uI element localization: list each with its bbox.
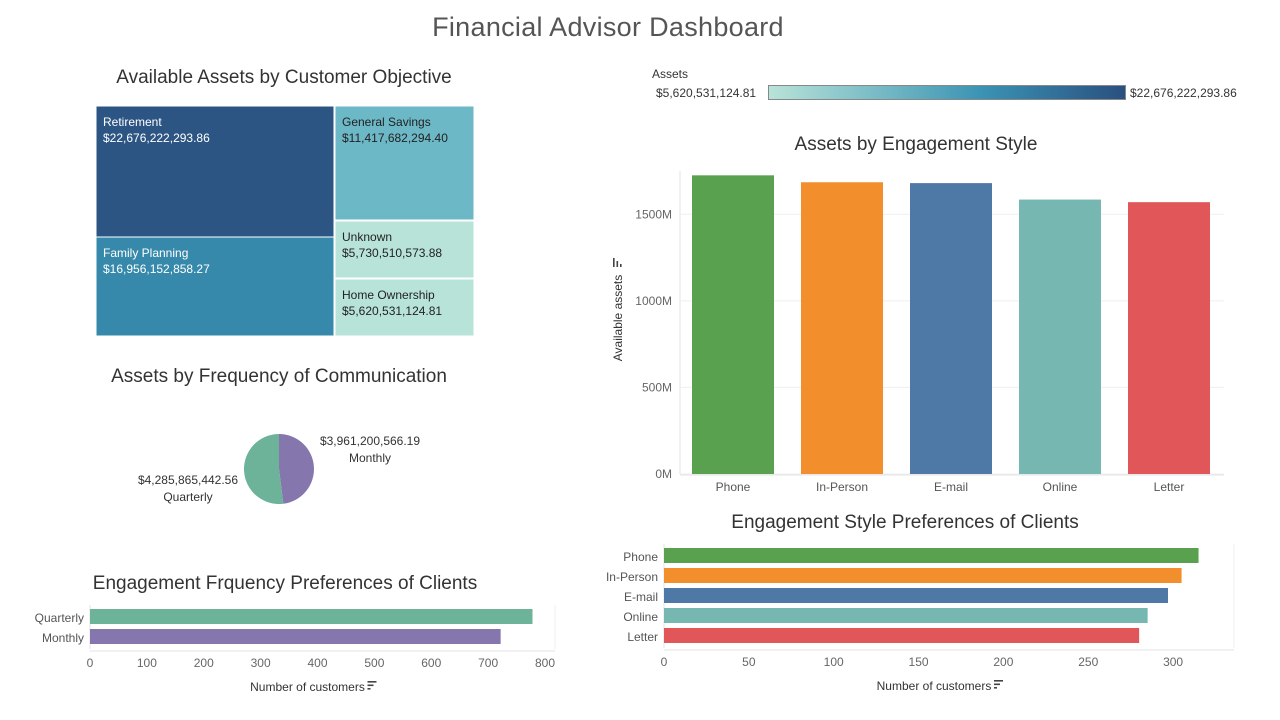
pie-chart[interactable]: $3,961,200,566.19 Monthly $4,285,865,442.5… [120,420,450,520]
x-tick-label-letter: Letter [1154,480,1185,494]
x-tick-label-phone: Phone [716,480,751,494]
treemap-rect[interactable] [96,236,335,336]
x-tick-label: 200 [194,656,214,670]
x-tick-label: 50 [742,655,756,669]
treemap-label: Unknown [342,230,392,244]
x-tick-label: 0 [661,655,668,669]
treemap-rect[interactable] [334,220,474,279]
x-tick-label: 300 [1163,655,1183,669]
treemap-label: Family Planning [103,246,188,260]
assets-legend-title: Assets [652,67,689,81]
pie-label-value-quarterly: $4,285,865,442.56 [138,473,238,487]
treemap-cell-family-planning[interactable]: Family Planning $16,956,152,858.27 [96,236,335,336]
treemap-cell-unknown[interactable]: Unknown $5,730,510,573.88 [334,220,474,279]
assets-legend-min: $5,620,531,124.81 [656,86,757,100]
style-bars-title: Engagement Style Preferences of Clients [731,512,1079,533]
y-tick-label: 500M [642,380,672,394]
sort-icon[interactable] [994,680,1003,689]
pie-label-value-monthly: $3,961,200,566.19 [320,434,420,448]
sort-icon[interactable] [613,258,622,267]
x-tick-label-in-person: In-Person [816,480,868,494]
x-tick-label: 100 [824,655,844,669]
category-label-e-mail: E-mail [624,590,658,604]
bar-phone[interactable] [692,175,774,475]
treemap-value: $5,620,531,124.81 [342,304,442,318]
treemap-label: General Savings [342,115,431,129]
pie-label-name-quarterly: Quarterly [163,490,212,504]
bar-in-person[interactable] [801,182,883,475]
category-label-online: Online [623,610,658,624]
category-label-letter: Letter [627,630,658,644]
category-label-quarterly: Quarterly [35,611,84,625]
treemap-label: Retirement [103,115,162,129]
treemap-value: $22,676,222,293.86 [103,131,210,145]
pie-label-name-monthly: Monthly [349,451,391,465]
treemap-rect[interactable] [334,106,474,221]
x-tick-label: 150 [909,655,929,669]
sort-icon[interactable] [367,681,377,690]
x-tick-label: 100 [137,656,157,670]
treemap-title: Available Assets by Customer Objective [116,67,452,88]
x-tick-label: 300 [251,656,271,670]
bar-in-person[interactable] [664,568,1182,583]
y-tick-label: 0M [655,467,672,481]
category-label-phone: Phone [623,550,658,564]
pie-title: Assets by Frequency of Communication [111,366,447,387]
pie-slice-monthly[interactable] [279,434,315,504]
x-tick-label: 400 [307,656,327,670]
treemap-value: $5,730,510,573.88 [342,246,442,260]
bar-quarterly[interactable] [90,609,533,624]
x-tick-label: 250 [1078,655,1098,669]
x-tick-label: 500 [364,656,384,670]
treemap-cell-home-ownership[interactable]: Home Ownership $5,620,531,124.81 [334,278,474,336]
y-tick-label: 1500M [635,207,672,221]
style-assets-chart[interactable]: 0M 500M 1000M 1500M Phone In-Person E-mail Onli… [600,160,1240,500]
treemap-chart[interactable]: Retirement $22,676,222,293.86 Family Plann… [96,106,474,336]
y-tick-label: 1000M [635,294,672,308]
x-tick-label: 200 [993,655,1013,669]
x-tick-label-e-mail: E-mail [934,480,968,494]
assets-legend-max: $22,676,222,293.86 [1130,86,1237,100]
y-axis-title: Available assets [611,275,625,362]
bar-letter[interactable] [1128,202,1210,474]
bar-e-mail[interactable] [910,183,992,474]
x-tick-label: 600 [421,656,441,670]
treemap-value: $11,417,682,294.40 [342,131,448,145]
x-tick-label-online: Online [1043,480,1078,494]
bar-phone[interactable] [664,548,1199,563]
bar-online[interactable] [664,608,1148,623]
x-tick-label: 700 [478,656,498,670]
treemap-cell-general-savings[interactable]: General Savings $11,417,682,294.40 [334,106,474,221]
bar-online[interactable] [1019,199,1101,474]
style-assets-title: Assets by Engagement Style [794,134,1038,155]
treemap-cell-retirement[interactable]: Retirement $22,676,222,293.86 [96,106,335,238]
pie-slice-quarterly[interactable] [244,434,284,504]
assets-legend-gradient [768,85,1126,100]
treemap-label: Home Ownership [342,288,435,302]
x-tick-label: 800 [535,656,555,670]
x-tick-label: 0 [87,656,94,670]
bar-monthly[interactable] [90,629,501,644]
treemap-value: $16,956,152,858.27 [103,262,210,276]
dashboard-title: Financial Advisor Dashboard [432,12,784,42]
x-axis-title: Number of customers [877,679,992,693]
bar-letter[interactable] [664,628,1140,643]
treemap-rect[interactable] [334,278,474,336]
category-label-in-person: In-Person [606,570,658,584]
category-label-monthly: Monthly [42,631,84,645]
x-axis-title: Number of customers [250,680,365,694]
bar-e-mail[interactable] [664,588,1168,603]
freq-bars-title: Engagement Frquency Preferences of Clien… [92,573,478,594]
treemap-rect[interactable] [96,106,335,238]
